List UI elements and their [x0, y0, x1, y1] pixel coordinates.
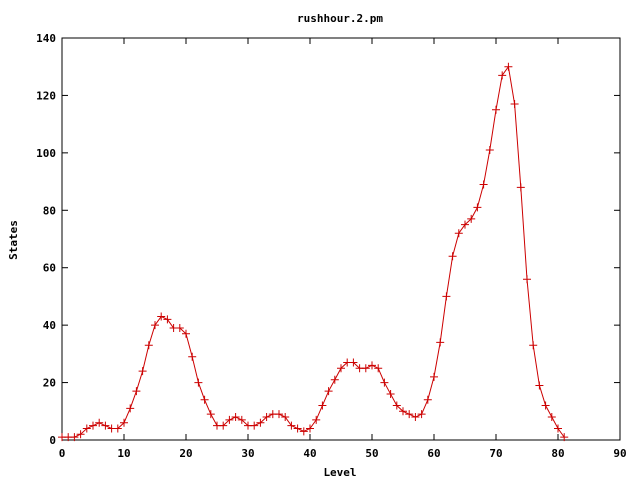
point-marker: [194, 378, 203, 387]
point-marker: [454, 229, 463, 238]
point-marker: [510, 100, 519, 109]
point-marker: [380, 378, 389, 387]
x-tick-label: 50: [365, 447, 378, 460]
y-tick-label: 40: [43, 319, 56, 332]
point-marker: [405, 410, 414, 419]
point-marker: [182, 329, 190, 338]
x-axis-label: Level: [323, 466, 356, 479]
point-marker: [312, 415, 321, 424]
point-marker: [306, 424, 314, 433]
point-marker: [529, 341, 538, 350]
point-marker: [442, 292, 451, 301]
point-marker: [374, 364, 383, 373]
point-marker: [219, 421, 228, 430]
x-tick-label: 20: [179, 447, 192, 460]
y-tick-label: 60: [43, 262, 56, 275]
point-marker: [188, 352, 197, 361]
point-marker: [485, 145, 494, 154]
chart-title: rushhour.2.pm: [297, 12, 383, 25]
point-marker: [126, 404, 135, 413]
x-tick-label: 70: [489, 447, 502, 460]
point-marker: [386, 390, 395, 399]
point-marker: [281, 413, 290, 422]
y-tick-label: 100: [36, 147, 56, 160]
x-tick-label: 30: [241, 447, 254, 460]
point-marker: [492, 105, 500, 114]
point-marker: [175, 324, 184, 333]
point-marker: [523, 275, 531, 284]
point-marker: [392, 401, 401, 410]
point-marker: [76, 430, 85, 439]
data-line: [62, 65, 565, 438]
point-marker: [423, 395, 432, 404]
point-marker: [225, 415, 234, 424]
point-marker: [144, 341, 153, 350]
point-marker: [262, 413, 271, 422]
x-tick-label: 80: [551, 447, 564, 460]
y-tick-label: 80: [43, 204, 56, 217]
y-tick-label: 0: [49, 434, 56, 447]
y-tick-label: 20: [43, 377, 56, 390]
point-marker: [231, 413, 240, 422]
point-marker: [547, 413, 556, 422]
point-marker: [157, 312, 166, 321]
x-tick-label: 60: [427, 447, 440, 460]
x-tick-label: 0: [59, 447, 66, 460]
point-marker: [237, 415, 246, 424]
point-marker: [256, 418, 265, 427]
point-marker: [299, 427, 308, 436]
point-marker: [417, 410, 426, 419]
point-marker: [293, 424, 302, 433]
point-marker: [349, 358, 358, 367]
y-tick-label: 140: [36, 32, 56, 45]
point-marker: [337, 364, 345, 373]
plot-border: [61, 37, 621, 441]
point-marker: [275, 410, 283, 419]
point-marker: [473, 203, 482, 212]
point-marker: [330, 375, 339, 384]
point-marker: [516, 183, 525, 192]
point-marker: [113, 424, 122, 433]
point-marker: [436, 338, 445, 347]
point-marker: [250, 421, 259, 430]
point-marker: [206, 410, 215, 419]
point-marker: [324, 387, 333, 396]
point-marker: [535, 381, 544, 390]
point-marker: [101, 421, 110, 430]
point-marker: [399, 407, 407, 416]
point-marker: [560, 433, 569, 442]
point-marker: [467, 214, 476, 223]
point-marker: [151, 321, 159, 330]
point-marker: [70, 433, 79, 442]
point-marker: [461, 220, 469, 229]
point-marker: [318, 401, 327, 410]
point-marker: [287, 421, 296, 430]
point-marker: [498, 71, 507, 80]
point-marker: [554, 424, 562, 433]
x-tick-label: 40: [303, 447, 316, 460]
x-tick-label: 90: [613, 447, 626, 460]
point-marker: [504, 62, 513, 71]
point-marker: [479, 180, 488, 189]
point-marker: [163, 315, 172, 324]
point-marker: [430, 372, 438, 381]
point-marker: [448, 252, 457, 261]
point-marker: [138, 367, 147, 376]
point-marker: [361, 364, 370, 373]
point-marker: [541, 401, 550, 410]
point-marker: [411, 413, 420, 422]
point-marker: [89, 421, 97, 430]
point-marker: [120, 418, 128, 427]
x-tick-label: 10: [117, 447, 130, 460]
point-marker: [200, 395, 209, 404]
point-marker: [368, 361, 376, 370]
point-marker: [95, 418, 104, 427]
point-marker: [132, 387, 141, 396]
y-tick-label: 120: [36, 89, 56, 102]
y-axis-label: States: [7, 220, 20, 260]
point-marker: [82, 424, 91, 433]
